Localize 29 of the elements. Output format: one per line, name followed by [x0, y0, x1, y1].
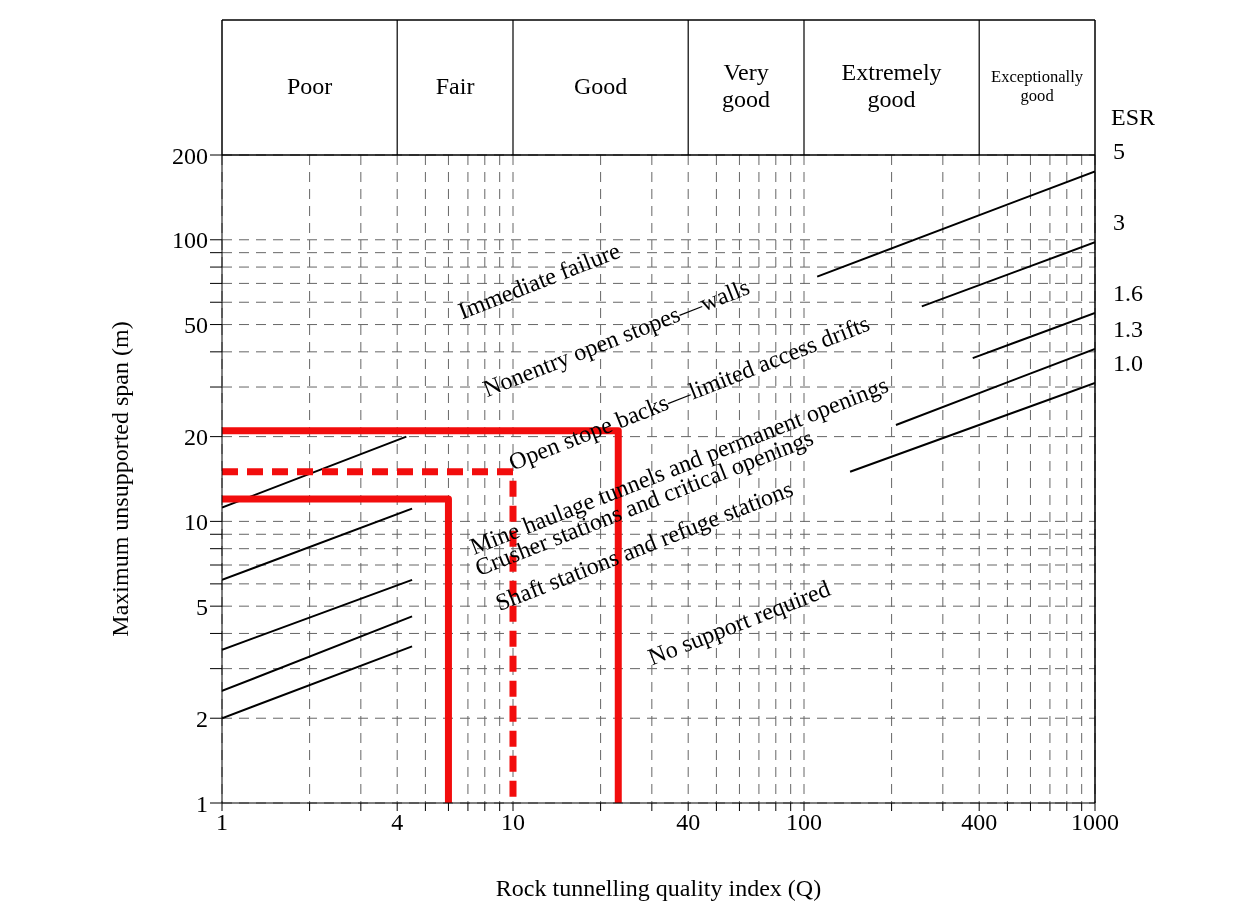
- text: Fair: [435, 72, 475, 99]
- y-tick-label: 1: [196, 790, 208, 817]
- series-label: 1.6: [1113, 279, 1143, 306]
- y-tick-label: 5: [196, 593, 208, 620]
- text: Extremely good: [841, 58, 942, 112]
- y-tick-label: 20: [184, 424, 208, 451]
- series-label: 1.3: [1113, 315, 1143, 342]
- x-tick-label: 100: [786, 809, 822, 836]
- text: Exceptionally good: [991, 67, 1084, 105]
- y-tick-label: 10: [184, 508, 208, 535]
- series-label: 3: [1113, 209, 1125, 236]
- x-tick-label: 1: [216, 809, 228, 836]
- y-axis-title: Maximum unsupported span (m): [107, 321, 133, 637]
- y-tick-label: 200: [172, 142, 208, 169]
- x-tick-label: 4: [391, 809, 404, 836]
- x-axis-title: Rock tunnelling quality index (Q): [495, 875, 822, 901]
- legend-title: ESR: [1111, 104, 1156, 130]
- text: Good: [573, 72, 628, 99]
- text: Poor: [286, 72, 333, 99]
- x-tick-label: 1000: [1071, 809, 1119, 836]
- text: Very good: [722, 58, 771, 112]
- y-tick-label: 50: [184, 312, 208, 339]
- y-tick-label: 2: [196, 705, 208, 732]
- y-tick-label: 100: [172, 227, 208, 254]
- x-tick-label: 400: [961, 809, 998, 836]
- series-label: 5: [1113, 138, 1125, 165]
- x-tick-label: 10: [501, 809, 525, 836]
- x-tick-label: 40: [676, 809, 701, 836]
- series-label: 1.0: [1113, 350, 1143, 377]
